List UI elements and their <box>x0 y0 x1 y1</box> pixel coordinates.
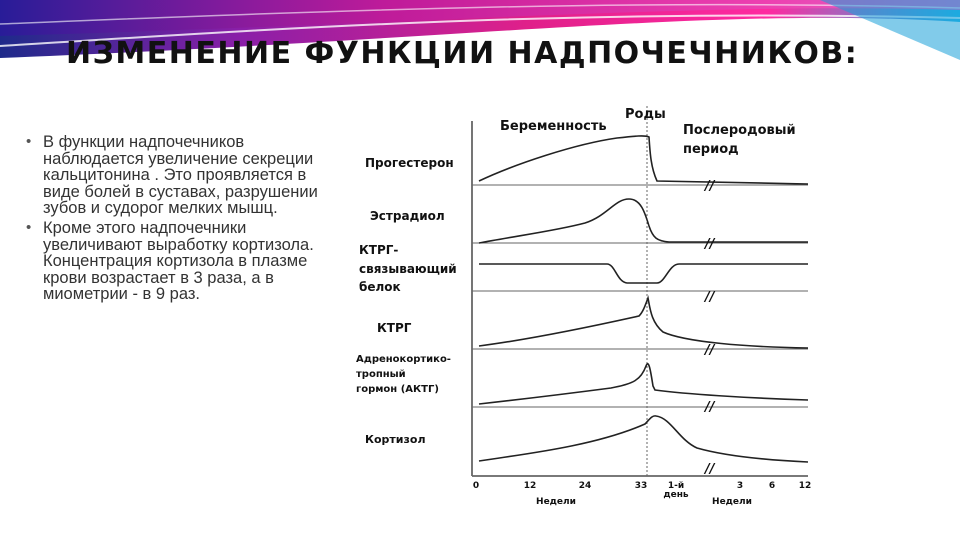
figure-frame <box>471 106 808 477</box>
row-label-ktrg-binding-3: белок <box>359 280 401 294</box>
curve-progesterone <box>478 135 809 185</box>
row-label-acth-2: тропный <box>356 369 406 380</box>
bullet-text: В функции надпочечников наблюдается увел… <box>43 133 318 218</box>
break-mark-icon: // <box>703 400 716 415</box>
phase-label-postpartum-2: период <box>683 142 739 157</box>
bullet-text: Кроме этого надпочечники увеличивают выр… <box>43 218 314 304</box>
x-tick-label: день <box>663 490 689 500</box>
hormone-curves <box>478 135 809 463</box>
axis-break-marks: // // // // // // <box>703 179 716 477</box>
row-label-acth-3: гормон (АКТГ) <box>356 384 439 395</box>
row-label-ktrg: КТРГ <box>377 321 412 335</box>
x-tick-label: 24 <box>579 481 592 491</box>
break-mark-icon: // <box>703 179 716 194</box>
curve-estradiol <box>478 198 808 244</box>
x-tick-label: 6 <box>769 481 775 491</box>
row-label-progesterone: Прогестерон <box>365 156 454 170</box>
x-tick-label: 12 <box>799 481 812 491</box>
break-mark-icon: // <box>703 290 716 305</box>
bullet-item: • Кроме этого надпочечники увеличивают в… <box>24 218 324 304</box>
x-tick-label: 33 <box>635 481 648 491</box>
bullet-item: • В функции надпочечников наблюдается ув… <box>24 133 324 218</box>
bullet-list: • В функции надпочечников наблюдается ув… <box>24 133 324 306</box>
slide-title: ИЗМЕНЕНИЕ ФУНКЦИИ НАДПОЧЕЧНИКОВ: <box>66 36 859 71</box>
x-tick-label: 1-й <box>668 481 684 491</box>
x-axis-label-weeks-postpartum: Недели <box>712 497 752 507</box>
phase-label-birth: Роды <box>625 107 666 122</box>
row-label-estradiol: Эстрадиол <box>370 209 445 223</box>
break-mark-icon: // <box>703 462 716 477</box>
bullet-dot-icon: • <box>26 218 32 236</box>
x-axis-ticks: 0 12 24 33 1-й день 3 6 12 Недели Недели <box>473 481 811 507</box>
x-axis-label-weeks: Недели <box>536 497 576 507</box>
hormone-timeline-figure: Беременность Роды Послеродовый период Пр… <box>356 106 811 507</box>
phase-label-postpartum: Послеродовый <box>683 123 796 138</box>
x-tick-label: 0 <box>473 481 479 491</box>
x-tick-label: 3 <box>737 481 743 491</box>
bullet-dot-icon: • <box>26 133 32 150</box>
curve-acth <box>478 363 809 405</box>
break-mark-icon: // <box>703 237 716 252</box>
phase-label-pregnancy: Беременность <box>500 119 607 134</box>
break-mark-icon: // <box>703 343 716 358</box>
x-tick-label: 12 <box>524 481 537 491</box>
curve-ktrg-binding-protein <box>479 263 808 284</box>
row-label-acth-1: Адренокортико- <box>356 354 451 365</box>
row-label-cortisol: Кортизол <box>365 433 426 446</box>
row-label-ktrg-binding-1: КТРГ- <box>359 243 398 257</box>
curve-ktrg <box>478 295 809 349</box>
row-label-ktrg-binding-2: связывающий <box>359 262 457 276</box>
curve-cortisol <box>478 415 809 463</box>
